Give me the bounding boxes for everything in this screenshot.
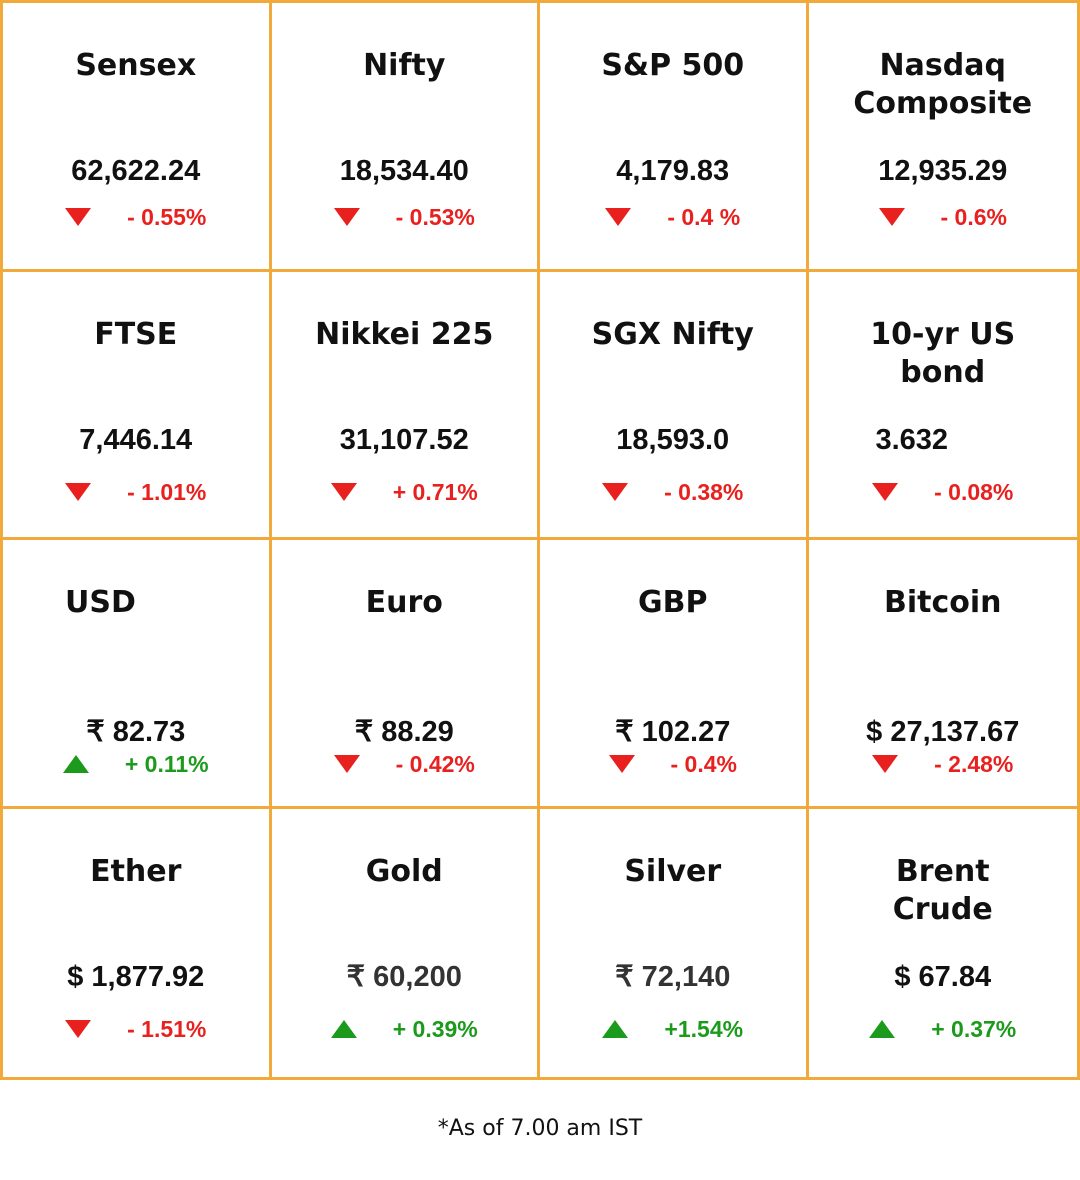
market-value: 4,179.83: [616, 155, 730, 187]
market-value: 62,622.24: [71, 155, 201, 187]
market-change: + 0.11%: [3, 750, 269, 778]
change-percent: - 0.53%: [395, 204, 475, 230]
market-name: Nikkei 225: [315, 316, 494, 352]
change-percent: - 0.4%: [670, 751, 737, 777]
market-value: 18,593.0: [616, 423, 730, 456]
market-change: - 0.55%: [3, 203, 269, 231]
market-name: 10-yr US bond: [870, 316, 1016, 390]
market-cell-brent-crude: Brent Crude $ 67.84 + 0.37%: [809, 809, 1078, 1078]
market-cell-gold: Gold ₹ 60,200 + 0.39%: [272, 808, 540, 1077]
change-percent: + 0.11%: [124, 751, 209, 777]
change-percent: - 1.01%: [127, 478, 207, 505]
market-change: - 0.6%: [809, 203, 1078, 231]
down-arrow-icon: [878, 208, 905, 226]
market-cell-bitcoin: Bitcoin $ 27,137.67 - 2.48%: [808, 540, 1078, 809]
market-cell-nifty: Nifty 18,534.40 - 0.53%: [271, 3, 540, 272]
down-arrow-icon: [602, 482, 629, 501]
market-value: ₹ 88.29: [354, 716, 454, 748]
market-value: $ 67.84: [894, 960, 992, 993]
market-value: ₹ 82.73: [86, 716, 186, 748]
market-name: FTSE: [94, 316, 178, 352]
market-value: 7,446.14: [79, 423, 193, 456]
change-percent: - 0.42%: [395, 751, 475, 777]
market-name: Nasdaq Composite: [853, 48, 1033, 121]
market-value: ₹ 72,140: [615, 960, 731, 993]
down-arrow-icon: [872, 755, 899, 773]
market-change: - 2.48%: [809, 750, 1078, 778]
market-cell-sp500: S&P 500 4,179.83 - 0.4 %: [540, 3, 809, 272]
market-grid: Sensex 62,622.24 - 0.55% Nifty 18,534.40…: [0, 0, 1080, 1080]
change-percent: - 1.51%: [127, 1015, 207, 1042]
market-value: ₹ 102.27: [615, 716, 731, 748]
market-name: Euro: [365, 585, 443, 620]
market-name: Nifty: [363, 48, 446, 83]
market-cell-sensex: Sensex 62,622.24 - 0.55%: [3, 3, 272, 272]
down-arrow-icon: [605, 208, 632, 226]
change-percent: - 0.08%: [934, 478, 1014, 505]
down-arrow-icon: [872, 482, 899, 501]
market-change: - 0.4%: [540, 750, 806, 778]
market-name: Bitcoin: [883, 585, 1002, 620]
market-name: Silver: [624, 853, 722, 889]
market-name: Ether: [90, 853, 182, 889]
down-arrow-icon: [333, 755, 360, 773]
change-percent: + 0.37%: [931, 1015, 1017, 1042]
market-name: GBP: [638, 585, 708, 620]
down-arrow-icon: [65, 1019, 92, 1038]
change-percent: + 0.71%: [392, 478, 478, 505]
market-change: + 0.71%: [272, 478, 538, 506]
market-cell-us-bond: 10-yr US bond 3.632 - 0.08%: [808, 272, 1078, 540]
market-change: +1.54%: [540, 1015, 806, 1043]
footnote: *As of 7.00 am IST: [437, 1116, 643, 1141]
market-change: - 0.53%: [272, 203, 538, 231]
change-percent: + 0.39%: [392, 1015, 478, 1042]
market-change: - 0.42%: [272, 750, 538, 778]
market-value: 12,935.29: [878, 155, 1008, 187]
market-change: - 1.51%: [3, 1015, 269, 1043]
market-cell-silver: Silver ₹ 72,140 +1.54%: [540, 808, 809, 1077]
down-arrow-icon: [608, 755, 635, 773]
market-value: 31,107.52: [339, 423, 469, 456]
market-name: USD: [65, 585, 136, 620]
change-percent: - 0.6%: [940, 204, 1007, 230]
market-change: - 0.38%: [540, 478, 806, 506]
market-change: - 1.01%: [3, 478, 269, 506]
market-change: + 0.37%: [809, 1015, 1078, 1043]
change-percent: - 0.55%: [127, 204, 207, 230]
market-value: $ 1,877.92: [67, 960, 205, 993]
down-arrow-icon: [333, 208, 360, 226]
market-name: S&P 500: [601, 48, 745, 83]
market-name: Gold: [365, 853, 443, 889]
market-value: $ 27,137.67: [866, 716, 1020, 748]
market-cell-gbp: GBP ₹ 102.27 - 0.4%: [540, 540, 809, 809]
market-cell-ether: Ether $ 1,877.92 - 1.51%: [3, 808, 272, 1077]
up-arrow-icon: [62, 755, 89, 773]
market-value: 3.632: [875, 423, 949, 456]
market-cell-euro: Euro ₹ 88.29 - 0.42%: [271, 540, 540, 809]
market-change: + 0.39%: [272, 1015, 538, 1043]
market-cell-sgx-nifty: SGX Nifty 18,593.0 - 0.38%: [540, 271, 809, 540]
market-value: ₹ 60,200: [346, 960, 462, 993]
down-arrow-icon: [65, 208, 92, 226]
down-arrow-icon: [330, 482, 357, 501]
market-change: - 0.08%: [809, 478, 1078, 506]
up-arrow-icon: [602, 1019, 629, 1038]
market-value: 18,534.40: [339, 155, 469, 187]
market-cell-ftse: FTSE 7,446.14 - 1.01%: [3, 271, 272, 540]
change-percent: - 0.4 %: [667, 204, 741, 230]
market-cell-nasdaq: Nasdaq Composite 12,935.29 - 0.6%: [808, 3, 1078, 272]
down-arrow-icon: [65, 482, 92, 501]
market-change: - 0.4 %: [540, 203, 806, 231]
market-name: Brent Crude: [892, 853, 993, 927]
market-name: Sensex: [75, 48, 197, 83]
change-percent: - 0.38%: [664, 478, 744, 505]
up-arrow-icon: [330, 1019, 357, 1038]
market-cell-nikkei: Nikkei 225 31,107.52 + 0.71%: [271, 271, 540, 540]
change-percent: +1.54%: [664, 1015, 744, 1042]
market-name: SGX Nifty: [591, 316, 754, 352]
change-percent: - 2.48%: [934, 751, 1014, 777]
up-arrow-icon: [869, 1019, 896, 1038]
market-cell-usd: USD ₹ 82.73 + 0.11%: [3, 540, 272, 809]
